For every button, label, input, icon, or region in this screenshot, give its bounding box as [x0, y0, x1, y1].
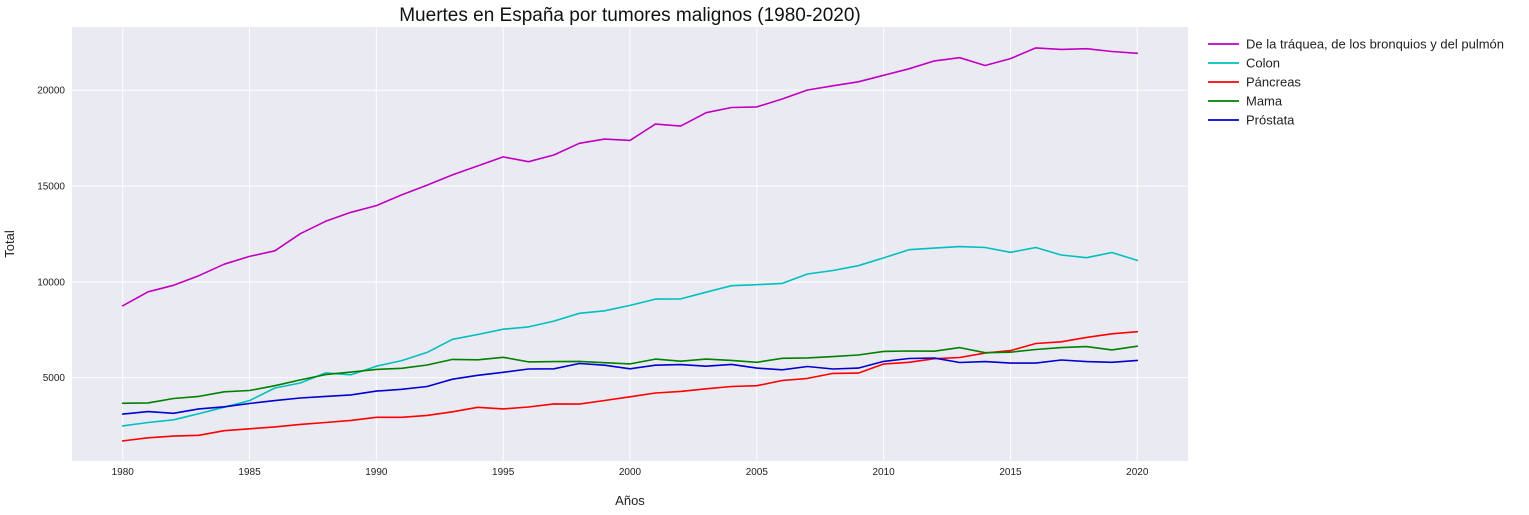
legend-label-3: Mama [1246, 94, 1283, 109]
legend-label-2: Páncreas [1246, 75, 1301, 90]
x-tick-label: 2020 [1126, 467, 1149, 478]
legend-label-1: Colon [1246, 56, 1280, 71]
x-axis-title: Años [615, 493, 645, 508]
legend-label-4: Próstata [1246, 113, 1295, 128]
series-line-2 [121, 330, 1139, 442]
series-line-4 [121, 357, 1139, 415]
legend: De la tráquea, de los bronquios y del pu… [1208, 37, 1504, 128]
y-tick-label: 10000 [37, 277, 65, 288]
x-tick-label: 1980 [112, 467, 135, 478]
x-tick-label: 2000 [619, 467, 642, 478]
y-axis-title: Total [2, 230, 17, 258]
x-tick-label: 1990 [365, 467, 388, 478]
series-lines [121, 47, 1139, 442]
y-tick-label: 5000 [43, 373, 66, 384]
series-line-0 [121, 47, 1139, 307]
y-tick-label: 20000 [37, 86, 65, 97]
series-line-3 [121, 345, 1139, 405]
x-tick-label: 2010 [873, 467, 896, 478]
grid-lines [72, 27, 1188, 461]
x-tick-label: 1995 [492, 467, 515, 478]
x-tick-label: 2005 [746, 467, 769, 478]
series-line-1 [121, 245, 1139, 427]
x-tick-label: 1985 [238, 467, 261, 478]
y-tick-label: 15000 [37, 182, 65, 193]
x-tick-label: 2015 [999, 467, 1022, 478]
chart-title: Muertes en España por tumores malignos (… [399, 5, 861, 26]
tick-labels: 1980 1985 1990 1995 2000 2005 2010 2015 2020 5000… [37, 86, 1149, 478]
legend-label-0: De la tráquea, de los bronquios y del pu… [1246, 37, 1504, 52]
